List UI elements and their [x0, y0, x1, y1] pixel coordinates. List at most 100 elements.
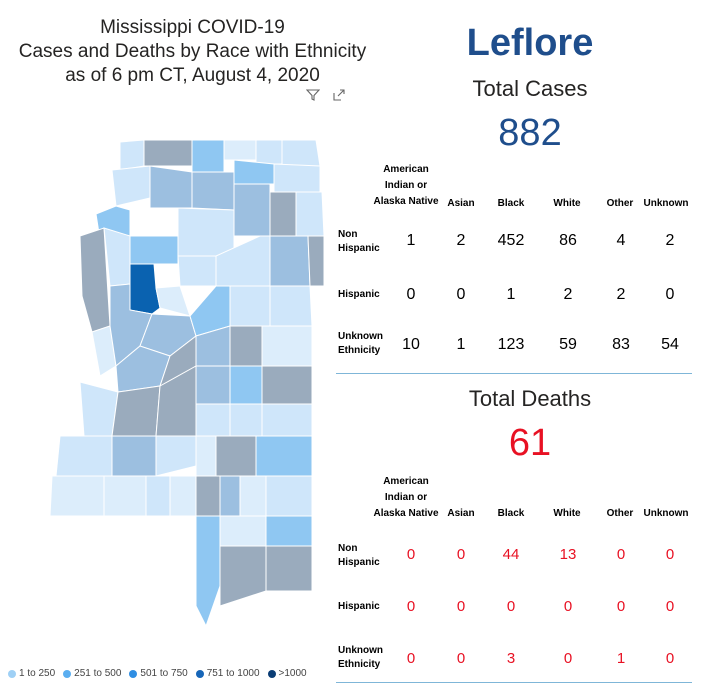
header-american-indian: American Indian or Alaska Native [373, 164, 439, 207]
legend-item: 1 to 250 [8, 668, 55, 679]
county-region[interactable] [195, 475, 221, 517]
county-region[interactable] [265, 475, 313, 517]
county-region[interactable] [149, 165, 193, 209]
county-region[interactable] [255, 139, 283, 165]
county-region[interactable] [261, 403, 313, 437]
county-region[interactable] [255, 435, 313, 477]
legend-label: >1000 [278, 668, 307, 679]
county-region[interactable] [103, 227, 131, 287]
cell-value: 54 [661, 336, 679, 353]
county-region[interactable] [191, 139, 225, 173]
cell-value: 0 [406, 286, 416, 303]
county-region[interactable] [265, 545, 313, 592]
county-region[interactable] [219, 545, 267, 607]
legend-item: 501 to 750 [129, 668, 188, 679]
county-region[interactable] [229, 403, 263, 437]
county-region[interactable] [233, 183, 271, 237]
header-other: Other [606, 198, 634, 209]
row-label-unknown-ethnicity: Unknown Ethnicity [338, 645, 383, 670]
county-region[interactable] [195, 435, 217, 477]
county-leflore-selected[interactable] [129, 263, 161, 315]
county-region[interactable] [233, 159, 275, 185]
county-region[interactable] [281, 139, 321, 167]
county-region[interactable] [55, 435, 113, 477]
county-region[interactable] [269, 285, 313, 327]
cell-value: 0 [665, 598, 675, 615]
cell-value: 44 [502, 546, 520, 563]
county-region[interactable] [155, 435, 197, 477]
cell-value: 123 [497, 336, 525, 353]
county-region[interactable] [195, 515, 221, 628]
cell-value: 4 [616, 232, 626, 249]
header-unknown: Unknown [643, 198, 689, 209]
county-region[interactable] [223, 139, 257, 161]
county-region[interactable] [111, 165, 151, 207]
cell-value: 83 [612, 336, 630, 353]
county-name: Leflore [466, 22, 594, 64]
county-region[interactable] [229, 365, 263, 405]
section-divider [336, 373, 692, 374]
cell-value: 1 [456, 336, 466, 353]
county-region[interactable] [269, 191, 297, 237]
cell-value: 0 [616, 598, 626, 615]
cell-value: 0 [665, 650, 675, 667]
county-region[interactable] [191, 171, 235, 211]
legend-item: 251 to 500 [63, 668, 121, 679]
header-white: White [553, 508, 581, 519]
report-title: Mississippi COVID-19 Cases and Deaths by… [10, 16, 375, 88]
cell-value: 0 [406, 546, 416, 563]
county-region[interactable] [119, 139, 145, 171]
header-other: Other [606, 508, 634, 519]
county-region[interactable] [219, 515, 267, 547]
row-label-unknown-ethnicity: Unknown Ethnicity [338, 331, 383, 356]
county-region[interactable] [195, 365, 231, 405]
header-american-indian: American Indian or Alaska Native [373, 476, 439, 519]
mississippi-county-map[interactable] [20, 136, 340, 636]
cell-value: 0 [406, 650, 416, 667]
county-region[interactable] [215, 435, 257, 477]
total-cases-value: 882 [498, 112, 562, 154]
filter-icon[interactable] [306, 88, 320, 102]
cell-value: 86 [559, 232, 577, 249]
county-region[interactable] [177, 255, 217, 287]
county-region[interactable] [111, 385, 161, 437]
county-region[interactable] [195, 403, 231, 437]
cell-value: 2 [616, 286, 626, 303]
header-asian: Asian [447, 198, 475, 209]
county-region[interactable] [261, 365, 313, 405]
county-region[interactable] [307, 235, 325, 287]
county-region[interactable] [143, 139, 193, 167]
county-region[interactable] [103, 475, 147, 517]
legend-swatch [8, 669, 16, 678]
map-legend: 1 to 250 251 to 500 501 to 750 751 to 10… [8, 668, 315, 679]
county-region[interactable] [269, 235, 311, 287]
county-region[interactable] [155, 285, 191, 317]
cell-value: 10 [402, 336, 420, 353]
county-region[interactable] [229, 285, 271, 327]
county-region[interactable] [229, 325, 263, 367]
title-line-3: as of 6 pm CT, August 4, 2020 [65, 65, 320, 86]
county-region[interactable] [169, 475, 197, 517]
county-region[interactable] [49, 475, 105, 517]
county-region[interactable] [145, 475, 171, 517]
legend-label: 751 to 1000 [206, 668, 260, 679]
cell-value: 452 [497, 232, 525, 249]
cell-value: 0 [506, 598, 516, 615]
header-black: Black [497, 508, 525, 519]
county-region[interactable] [295, 191, 325, 237]
county-region[interactable] [129, 235, 179, 265]
legend-item: 751 to 1000 [195, 668, 260, 679]
cell-value: 13 [559, 546, 577, 563]
county-region[interactable] [261, 325, 313, 367]
county-region[interactable] [239, 475, 267, 517]
county-region[interactable] [219, 475, 241, 517]
cell-value: 1 [406, 232, 416, 249]
county-region[interactable] [265, 515, 313, 547]
county-region[interactable] [273, 163, 321, 193]
cell-value: 0 [456, 546, 466, 563]
focus-mode-icon[interactable] [332, 88, 346, 102]
county-region[interactable] [79, 381, 119, 437]
county-region[interactable] [111, 435, 157, 477]
section-divider [336, 682, 692, 683]
county-region[interactable] [177, 207, 235, 257]
